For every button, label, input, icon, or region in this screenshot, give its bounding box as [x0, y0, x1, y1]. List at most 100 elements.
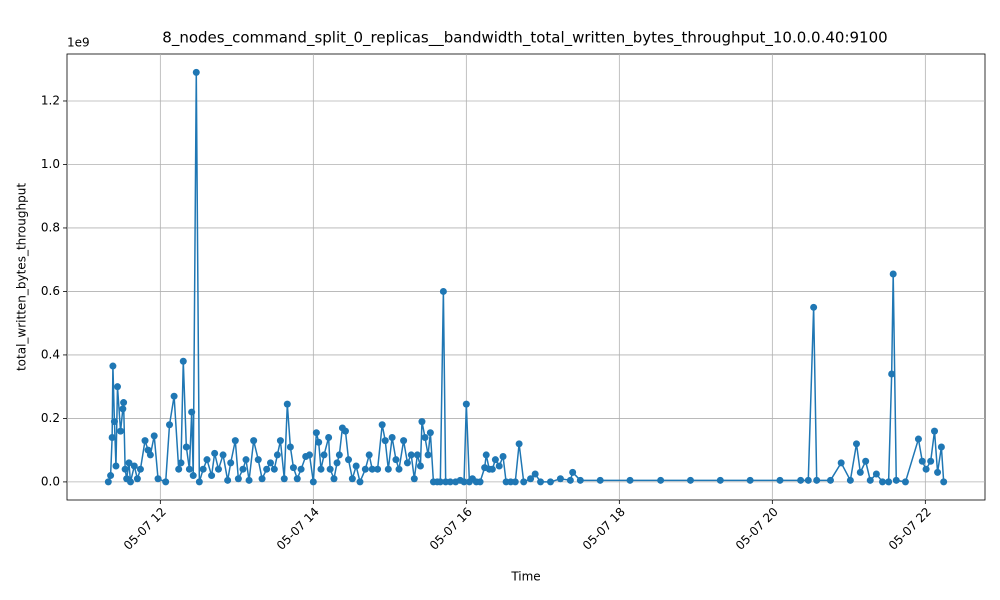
data-point — [556, 475, 564, 483]
data-point — [348, 475, 356, 483]
data-point — [182, 443, 190, 451]
data-point — [918, 457, 926, 465]
data-point — [227, 459, 235, 467]
data-point — [242, 456, 250, 464]
data-point — [254, 456, 262, 464]
data-point — [150, 432, 158, 440]
data-point — [110, 418, 118, 426]
data-point — [413, 451, 421, 459]
data-point — [192, 68, 200, 76]
data-point — [576, 476, 584, 484]
data-point — [258, 475, 266, 483]
data-point — [746, 476, 754, 484]
data-point — [146, 451, 154, 459]
y-tick-label: 0.0 — [41, 474, 60, 488]
data-point — [356, 478, 364, 486]
y-offset-label: 1e9 — [67, 36, 90, 50]
data-point — [482, 451, 490, 459]
x-tick-label: 05-07 20 — [733, 505, 781, 553]
plot-frame — [66, 53, 986, 501]
data-point — [266, 459, 274, 467]
data-point — [837, 459, 845, 467]
data-point — [566, 476, 574, 484]
data-point — [922, 465, 930, 473]
data-point — [312, 429, 320, 437]
data-point — [335, 451, 343, 459]
data-point — [407, 451, 415, 459]
data-point — [400, 437, 408, 445]
data-point — [326, 465, 334, 473]
y-tick-label: 0.2 — [41, 411, 60, 425]
data-point — [234, 475, 242, 483]
data-point — [462, 400, 470, 408]
data-point — [846, 476, 854, 484]
data-point — [872, 470, 880, 478]
data-point — [914, 435, 922, 443]
y-tick-label: 1.2 — [41, 93, 60, 107]
data-point — [214, 465, 222, 473]
data-point — [381, 437, 389, 445]
x-tick-label: 05-07 22 — [886, 505, 934, 553]
data-point — [392, 456, 400, 464]
data-point — [306, 451, 314, 459]
data-point — [569, 468, 577, 476]
data-point — [270, 465, 278, 473]
data-point — [378, 421, 386, 429]
data-point — [776, 476, 784, 484]
data-point — [162, 478, 170, 486]
data-point — [892, 476, 900, 484]
data-point — [108, 433, 116, 441]
data-point — [937, 443, 945, 451]
data-point — [657, 476, 665, 484]
data-point — [297, 465, 305, 473]
data-point — [188, 408, 196, 416]
data-point — [520, 478, 528, 486]
y-tick-label: 0.4 — [41, 347, 60, 361]
data-point — [177, 459, 185, 467]
data-point — [361, 465, 369, 473]
data-point — [203, 456, 211, 464]
data-point — [166, 421, 174, 429]
data-point — [341, 427, 349, 435]
data-point — [263, 465, 271, 473]
chart-title: 8_nodes_command_split_0_replicas__bandwi… — [162, 29, 887, 48]
data-point — [141, 437, 149, 445]
data-point — [107, 472, 115, 480]
data-point — [315, 438, 323, 446]
data-point — [888, 370, 896, 378]
y-tick-label: 0.8 — [41, 220, 60, 234]
data-point — [424, 451, 432, 459]
data-point — [309, 478, 317, 486]
data-point — [189, 472, 197, 480]
data-point — [113, 383, 121, 391]
data-point — [199, 465, 207, 473]
data-point — [488, 465, 496, 473]
data-point — [120, 399, 128, 407]
data-point — [856, 468, 864, 476]
data-point — [716, 476, 724, 484]
data-point — [374, 465, 382, 473]
data-point — [446, 478, 454, 486]
data-point — [224, 476, 232, 484]
data-point — [133, 475, 141, 483]
data-point — [852, 440, 860, 448]
data-point — [325, 433, 333, 441]
x-tick-label: 05-07 16 — [427, 505, 475, 553]
data-point — [273, 451, 281, 459]
data-point — [317, 465, 325, 473]
data-point — [239, 465, 247, 473]
data-point — [426, 429, 434, 437]
data-point — [330, 475, 338, 483]
data-point — [531, 470, 539, 478]
data-point — [866, 476, 874, 484]
data-point — [395, 465, 403, 473]
data-point — [245, 476, 253, 484]
series-line — [107, 72, 945, 485]
data-point — [403, 459, 411, 467]
data-point — [686, 476, 694, 484]
data-point — [384, 465, 392, 473]
data-point — [460, 478, 468, 486]
data-point — [286, 443, 294, 451]
x-tick-label: 05-07 18 — [580, 505, 628, 553]
data-point — [368, 465, 376, 473]
